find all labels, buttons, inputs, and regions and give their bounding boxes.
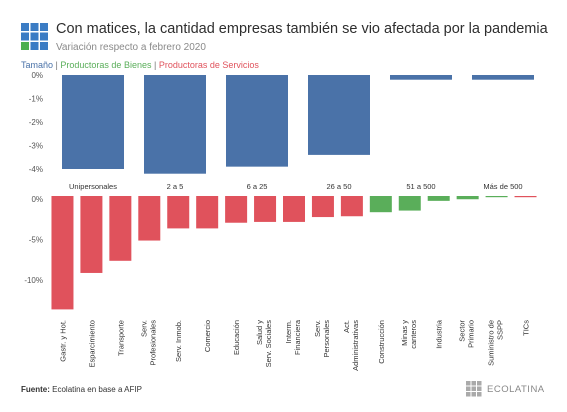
sector-bar: [109, 196, 132, 261]
sector-category-label: Construcción: [377, 320, 386, 364]
size-category-label: 26 a 50: [326, 182, 351, 191]
y-tick-label: 0%: [31, 71, 43, 80]
sector-bar: [167, 196, 190, 229]
sector-category-label: Comercio: [203, 320, 212, 352]
legend-separator: |: [55, 60, 58, 70]
sector-category-label: Serv.Profesionales: [139, 320, 157, 366]
y-tick-label: -4%: [29, 165, 43, 174]
sector-bar: [254, 196, 277, 222]
sector-bar: [80, 196, 103, 273]
size-bar: [472, 75, 534, 80]
y-tick-label: -1%: [29, 95, 43, 104]
sector-category-label: Serv.Personales: [313, 320, 331, 358]
source-note: Fuente: Ecolatina en base a AFIP: [21, 385, 142, 394]
sector-category-label: Act.Administrativas: [342, 320, 360, 371]
size-bar: [226, 75, 288, 167]
sector-bar: [225, 196, 248, 223]
size-bar: [144, 75, 206, 174]
sector-category-label: Industria: [435, 319, 444, 349]
brand-name: ECOLATINA: [487, 384, 545, 395]
size-category-label: 51 a 500: [406, 182, 435, 191]
sector-category-label: Serv. Inmob.: [174, 320, 183, 362]
source-text: Ecolatina en base a AFIP: [52, 385, 142, 394]
sector-category-label: Salud yServ. Sociales: [255, 320, 273, 368]
y-tick-label: -10%: [24, 276, 43, 285]
logo-grid-icon: [21, 23, 48, 50]
size-category-label: 2 a 5: [167, 182, 184, 191]
y-tick-label: 0%: [31, 195, 43, 204]
size-category-label: 6 a 25: [247, 182, 268, 191]
y-tick-label: -3%: [29, 142, 43, 151]
size-category-label: Unipersonales: [69, 182, 117, 191]
size-bar: [390, 75, 452, 80]
sector-bar: [485, 196, 508, 198]
chart-title: Con matices, la cantidad empresas tambié…: [56, 21, 548, 37]
sector-bar: [398, 196, 421, 211]
legend-separator: |: [153, 60, 157, 70]
source-label: Fuente:: [21, 385, 50, 394]
sector-bar: [340, 196, 363, 217]
sector-bar: [514, 196, 537, 198]
sector-category-label: Gastr. y Hot.: [58, 320, 67, 362]
legend: Tamaño | Productoras de Bienes | Product…: [21, 60, 259, 70]
sector-bar: [196, 196, 219, 229]
legend-goods: Productoras de Bienes: [60, 60, 152, 70]
sector-category-label: Esparcimiento: [87, 320, 96, 368]
legend-services: Productoras de Servicios: [158, 60, 259, 70]
sector-category-label: Interm.Financiera: [284, 319, 302, 355]
chart-subtitle: Variación respecto a febrero 2020: [56, 42, 206, 53]
size-bar: [308, 75, 370, 155]
sector-category-label: Minas ycanteros: [400, 320, 418, 349]
sector-bar: [138, 196, 161, 241]
sector-bar: [427, 196, 450, 201]
sector-bar: [369, 196, 392, 213]
sector-category-label: Educación: [232, 320, 241, 355]
sector-bar: [283, 196, 305, 222]
brand-logo-icon: [466, 381, 482, 397]
sector-bar: [311, 196, 334, 218]
sector-bar: [456, 196, 479, 200]
sector-category-label: TICs: [522, 320, 531, 336]
y-tick-label: -5%: [29, 236, 43, 245]
sector-category-label: Suministro deSSPP: [487, 320, 505, 366]
y-tick-label: -2%: [29, 118, 43, 127]
size-category-label: Más de 500: [483, 182, 522, 191]
sector-category-label: Transporte: [116, 320, 125, 356]
sector-category-label: SectorPrimario: [458, 320, 476, 348]
size-bar: [62, 75, 124, 169]
sector-bar: [51, 196, 74, 310]
legend-size: Tamaño: [21, 60, 54, 70]
